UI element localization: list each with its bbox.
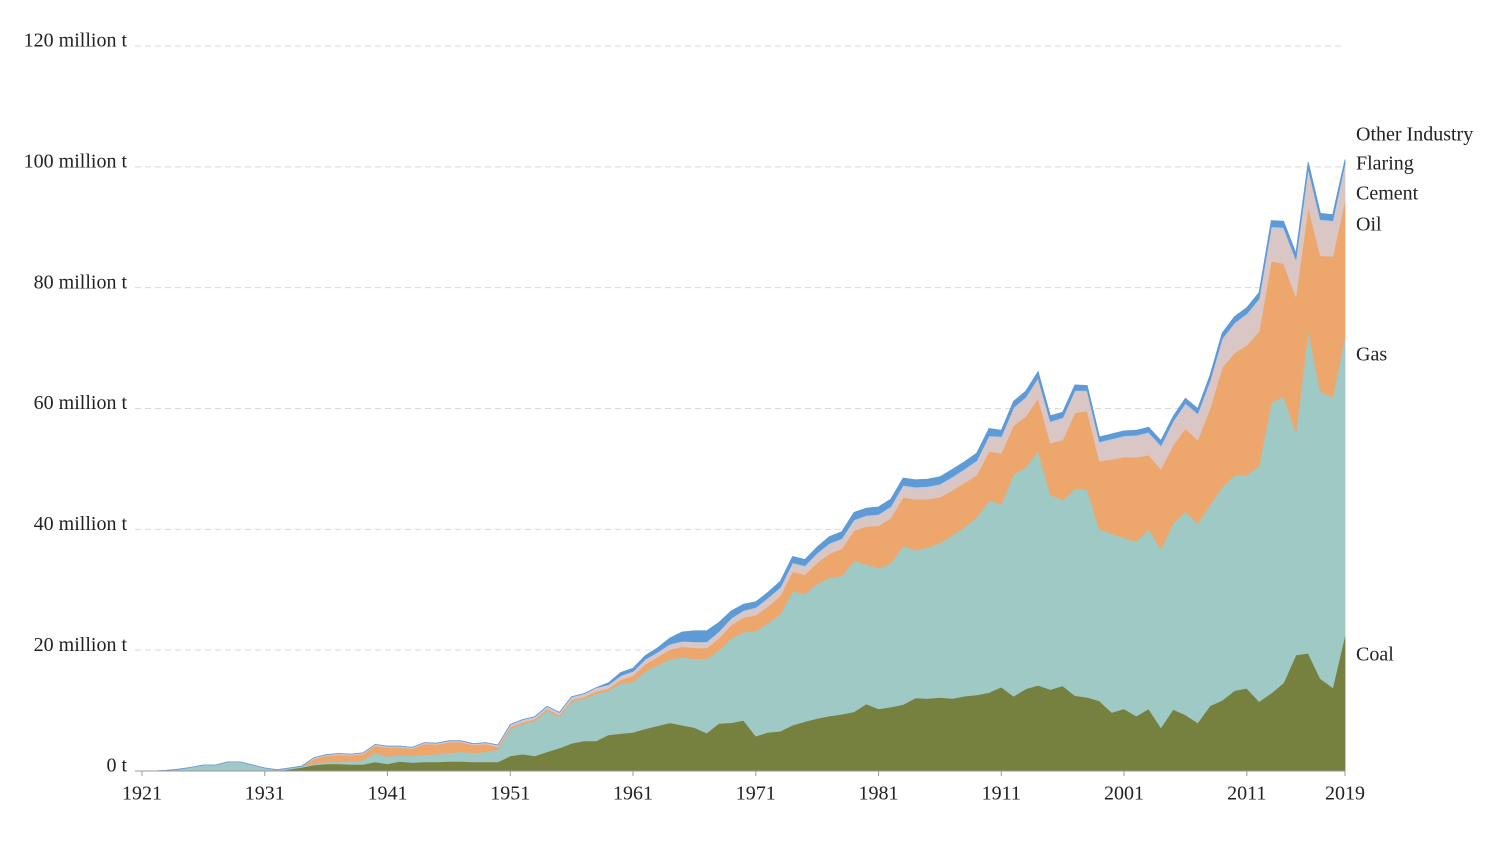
series-label: Cement [1356,183,1419,205]
y-tick-label: 120 million t [24,30,128,52]
series-label: Gas [1356,344,1387,366]
series-label: Other Industry [1356,124,1473,146]
series-label: Coal [1356,644,1394,666]
x-tick-label: 1941 [368,783,408,805]
y-tick-label: 60 million t [34,392,128,414]
x-tick-label: 2011 [1227,783,1266,805]
y-tick-label: 0 t [106,755,127,777]
series-label: Flaring [1356,153,1414,175]
area [142,329,1346,772]
x-tick-label: 1961 [613,783,653,805]
x-tick-label: 1951 [490,783,530,805]
x-tick-label: 1971 [736,783,776,805]
y-tick-label: 80 million t [34,271,128,293]
x-tick-label: 1981 [859,783,899,805]
area [142,159,1346,772]
y-tick-label: 40 million t [34,513,128,535]
x-tick-label: 1931 [245,783,285,805]
series-label: Oil [1356,214,1382,236]
x-tick-label: 1921 [122,783,162,805]
x-tick-label: 1911 [982,783,1021,805]
y-tick-label: 20 million t [34,634,128,656]
x-tick-label: 2019 [1325,783,1365,805]
x-tick-label: 2001 [1104,783,1144,805]
y-tick-label: 100 million t [24,150,128,172]
